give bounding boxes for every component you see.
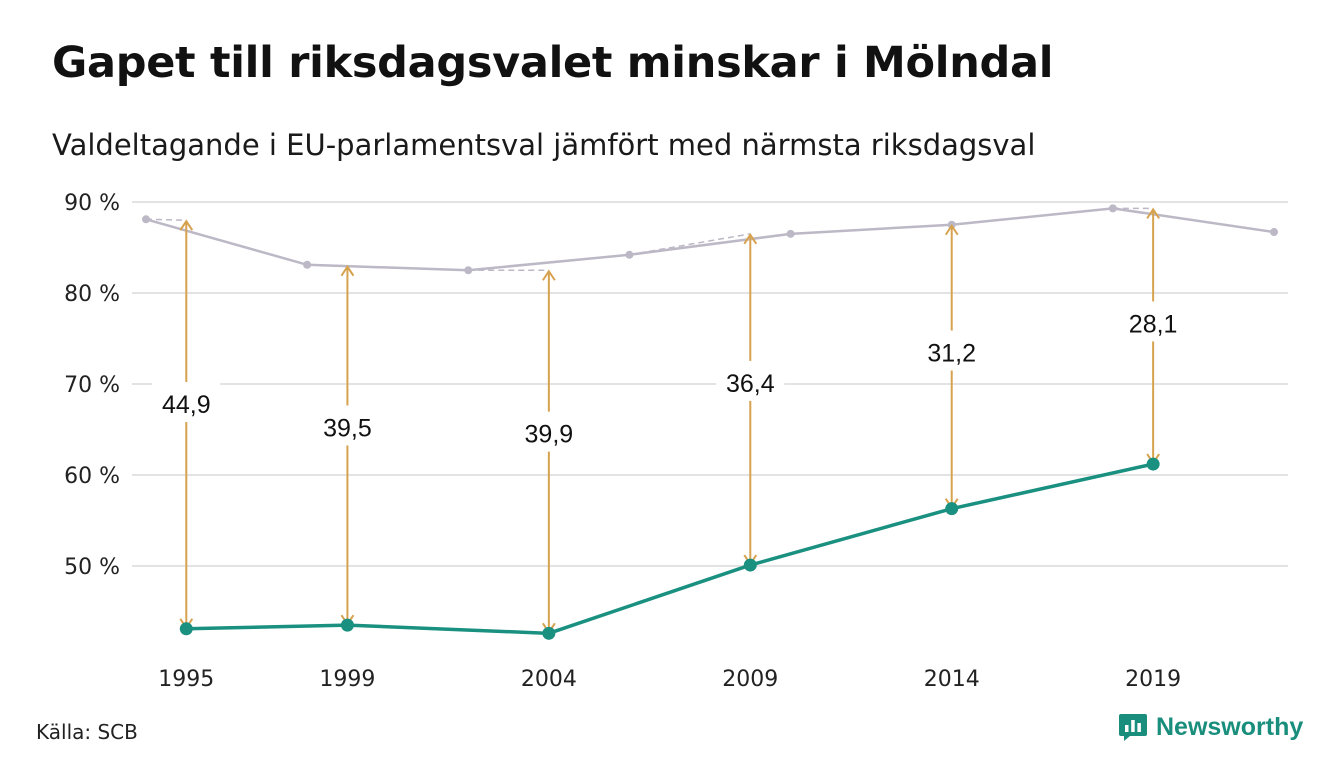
x-tick-label: 2004 xyxy=(521,667,577,692)
chart-subtitle: Valdeltagande i EU-parlamentsval jämfört… xyxy=(52,128,1036,162)
riksdag-line xyxy=(145,207,1275,272)
newsworthy-brand[interactable]: Newsworthy xyxy=(1118,712,1303,742)
gap-label: 39,9 xyxy=(525,421,574,449)
x-tick-label: 1999 xyxy=(319,667,375,692)
riksdag-connector xyxy=(790,224,952,235)
y-tick-label: 50 % xyxy=(64,555,120,580)
gap-label-bg xyxy=(313,405,382,446)
eu-point xyxy=(179,622,193,636)
gap-arrow-head-up xyxy=(743,233,758,245)
eu-point xyxy=(1146,457,1160,471)
gap-arrow-head-up xyxy=(340,264,355,277)
riksdag-connector xyxy=(629,233,751,256)
gap-arrow-head-up xyxy=(944,223,959,236)
gap-label-bg xyxy=(716,360,785,401)
eu-point xyxy=(542,626,556,640)
x-tick-label: 1995 xyxy=(158,667,214,692)
y-tick-label: 70 % xyxy=(64,373,120,398)
eu-point xyxy=(340,618,354,632)
gap-label: 31,2 xyxy=(927,340,976,368)
brand-name: Newsworthy xyxy=(1156,712,1304,741)
eu-line xyxy=(186,462,1154,636)
gap-label: 36,4 xyxy=(726,370,775,398)
y-axis-tick-labels: 50 % 60 % 70 % 80 % 90 % xyxy=(64,191,120,580)
gridlines xyxy=(132,201,1288,567)
gap-label-bg xyxy=(1119,301,1188,342)
chart-title: Gapet till riksdagsvalet minskar i Mölnd… xyxy=(52,38,1054,88)
eu-point xyxy=(743,558,757,572)
x-tick-label: 2014 xyxy=(924,667,980,692)
x-axis-tick-labels: 1995 1999 2004 2009 2014 2019 xyxy=(158,667,1181,692)
gap-arrow-head-up xyxy=(542,269,556,281)
riksdag-connector xyxy=(145,218,187,221)
newsworthy-logo-icon xyxy=(1118,712,1148,742)
x-tick-label: 2019 xyxy=(1125,667,1181,692)
gap-arrow-head-up xyxy=(179,219,194,231)
eu-series xyxy=(179,457,1160,640)
gap-label: 44,9 xyxy=(162,391,211,419)
eu-point xyxy=(945,502,959,516)
riksdag-series xyxy=(142,204,1278,275)
riksdag-point xyxy=(1270,228,1278,237)
gap-labels: 44,9 39,5 39,9 36,4 31,2 28,1 xyxy=(152,301,1188,452)
gap-label-bg xyxy=(917,330,986,371)
gap-label: 28,1 xyxy=(1129,310,1178,338)
riksdag-connector xyxy=(307,264,348,267)
x-tick-label: 2009 xyxy=(722,667,778,692)
gap-label-bg xyxy=(514,411,583,452)
y-tick-label: 60 % xyxy=(64,464,120,489)
y-tick-label: 80 % xyxy=(64,282,120,307)
gap-arrows xyxy=(145,207,1160,635)
gap-label: 39,5 xyxy=(323,414,372,442)
source-note: Källa: SCB xyxy=(36,720,138,744)
y-tick-label: 90 % xyxy=(64,191,120,216)
gap-label-bg xyxy=(152,382,221,423)
gap-arrow-head-up xyxy=(1146,207,1160,219)
